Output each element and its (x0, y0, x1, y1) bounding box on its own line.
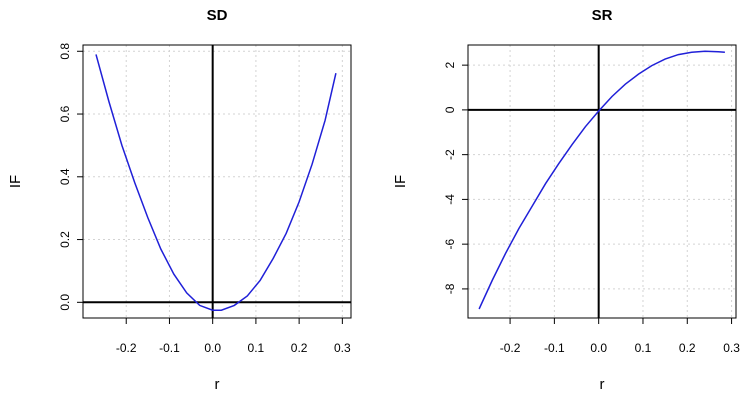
x-tick-label: 0.3 (723, 341, 740, 355)
x-tick-label: -0.1 (544, 341, 565, 355)
x-tick-label: 0.0 (204, 341, 221, 355)
series-line (95, 54, 337, 311)
chart-sd: -0.2 -0.1 0.0 0.1 0.2 0.3 0.0 0.2 0.4 0.6 0.8 SD r IF (7, 7, 352, 393)
x-tick-label: 0.3 (334, 341, 351, 355)
y-tick-label: 0.4 (58, 168, 72, 185)
x-tick-label: -0.2 (500, 341, 521, 355)
x-tick-label: 0.1 (248, 341, 265, 355)
x-tick-label: 0.0 (590, 341, 607, 355)
chart-sr: -0.2 -0.1 0.0 0.1 0.2 0.3 -8 -6 -4 -2 0 2 SR r IF (392, 7, 740, 393)
x-tick-label: -0.2 (116, 341, 137, 355)
chart-title: SR (592, 7, 613, 24)
x-tick-label: 0.2 (291, 341, 308, 355)
x-tick-label: -0.1 (159, 341, 180, 355)
plot-frame (467, 44, 737, 319)
y-tick-label: 0 (443, 106, 457, 113)
y-tick-label: -6 (443, 238, 457, 249)
chart-title: SD (207, 7, 228, 24)
series-line (478, 50, 725, 310)
y-tick-label: 0.6 (58, 105, 72, 122)
y-tick-label: -2 (443, 149, 457, 160)
x-tick-label: 0.1 (635, 341, 652, 355)
y-tick-label: 0.8 (58, 43, 72, 60)
x-axis-title: r (600, 376, 605, 393)
x-axis-title: r (215, 376, 220, 393)
y-axis-title: IF (392, 175, 409, 188)
y-tick-label: -8 (443, 283, 457, 294)
y-tick-label: -4 (443, 194, 457, 205)
plot-frame (82, 44, 352, 319)
y-axis-title: IF (7, 175, 24, 188)
y-tick-label: 2 (443, 61, 457, 68)
y-tick-label: 0.2 (58, 231, 72, 248)
x-tick-label: 0.2 (679, 341, 696, 355)
y-tick-label: 0.0 (58, 294, 72, 311)
